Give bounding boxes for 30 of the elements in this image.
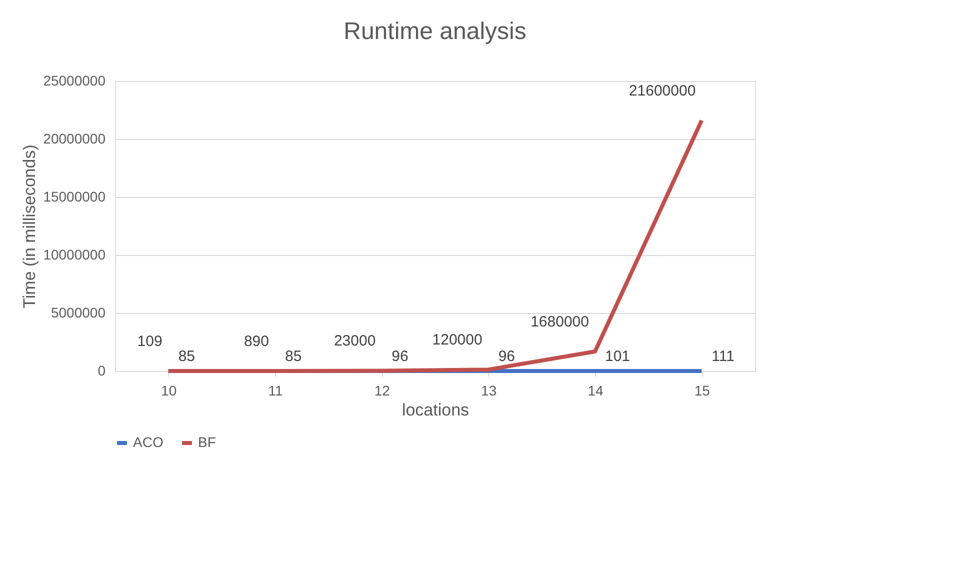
x-axis-title: locations — [402, 400, 470, 420]
y-axis-title: Time (in milliseconds) — [20, 144, 40, 308]
x-tick-label: 15 — [694, 382, 710, 398]
data-label: 101 — [605, 348, 630, 365]
x-tick-label: 12 — [374, 382, 390, 398]
legend-label: BF — [198, 434, 216, 450]
y-tick-label: 0 — [98, 362, 106, 378]
data-label: 85 — [178, 348, 196, 365]
y-tick-label: 15000000 — [43, 188, 106, 204]
data-label: 109 — [137, 333, 162, 350]
chart-title: Runtime analysis — [344, 18, 526, 45]
data-label: 23000 — [334, 332, 376, 350]
x-tick-label: 13 — [481, 382, 497, 398]
legend-label: ACO — [133, 434, 164, 450]
x-tick-label: 11 — [268, 382, 283, 398]
data-label: 96 — [498, 348, 516, 365]
data-label: 85 — [285, 348, 302, 365]
x-tick-label: 10 — [161, 382, 177, 398]
y-tick-label: 10000000 — [43, 246, 106, 262]
y-tick-label: 25000000 — [43, 72, 106, 88]
line-series — [166, 118, 704, 373]
data-label: 1680000 — [530, 314, 589, 331]
y-tick-label: 20000000 — [43, 130, 106, 146]
x-tick-label: 14 — [588, 382, 604, 398]
data-label: 890 — [244, 332, 269, 350]
data-label: 120000 — [432, 332, 482, 349]
data-label: 111 — [712, 348, 734, 365]
y-tick-label: 5000000 — [50, 304, 106, 320]
data-label: 21600000 — [628, 82, 696, 100]
data-label: 96 — [392, 348, 408, 365]
